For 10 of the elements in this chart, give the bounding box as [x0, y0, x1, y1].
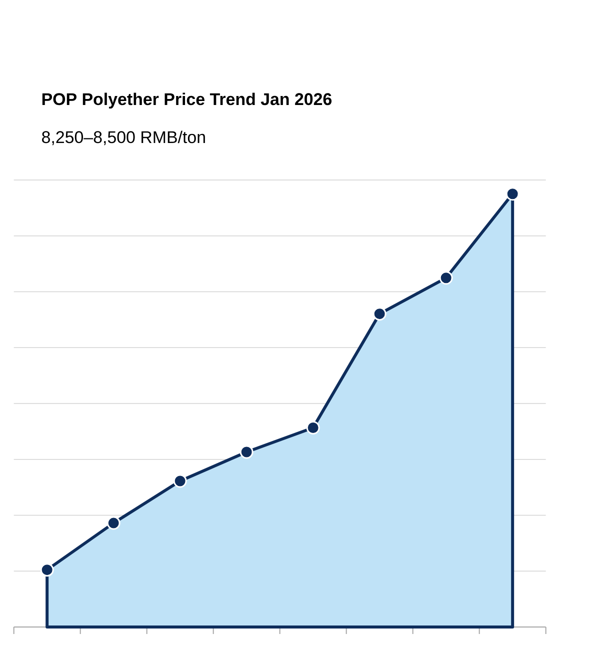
point [106, 516, 120, 530]
chart-subtitle: 8,250–8,500 RMB/ton [42, 130, 205, 146]
chart-title: POP Polyether Price Trend Jan 2026 [42, 92, 332, 109]
point [506, 187, 520, 201]
point [372, 307, 386, 321]
point [40, 563, 54, 577]
point [439, 271, 453, 285]
point [240, 445, 254, 459]
point [173, 474, 187, 488]
point [306, 420, 320, 434]
